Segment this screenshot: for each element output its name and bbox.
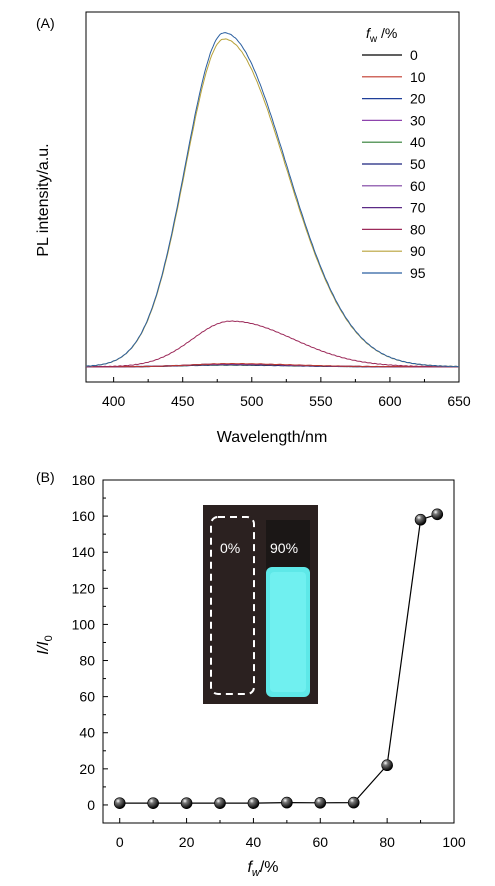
panel-a-x-ticks: 400 450 500 550 600 650	[102, 377, 471, 409]
panel-b-y-axis-label: I/I0	[35, 635, 55, 654]
legend-label-50: 50	[410, 156, 426, 172]
x-tick-label: 0	[116, 834, 124, 850]
data-point-80	[381, 759, 393, 772]
panel-b: (B) 0 20 40 60 80 100 0 20 40 60 80 100 120 140 160 180…	[35, 469, 466, 879]
y-tick-label: 160	[72, 508, 96, 524]
legend-label-20: 20	[410, 91, 426, 107]
vial-90-percent-glow-core	[270, 572, 306, 692]
data-point-10	[147, 797, 159, 809]
y-tick-label: 0	[87, 797, 95, 813]
data-point-95	[431, 508, 444, 521]
x-tick-label: 60	[312, 834, 328, 850]
panel-a-spectra	[85, 32, 460, 368]
panel-a-y-axis-label: PL intensity/a.u.	[35, 143, 52, 256]
legend-label-90: 90	[410, 243, 426, 259]
y-tick-label: 140	[72, 544, 96, 560]
panel-a: (A) 400 450 500 550 600 650 fw /% 0 10 20 30 40 50 6…	[35, 11, 471, 446]
vial-90-headspace	[266, 520, 310, 570]
data-point-30	[214, 797, 226, 809]
panel-a-label: (A)	[36, 15, 55, 31]
panel-a-legend: fw /% 0 10 20 30 40 50 60 70 80 90 95	[362, 25, 426, 281]
legend-label-60: 60	[410, 178, 426, 194]
data-point-50	[281, 796, 293, 809]
data-point-0	[113, 797, 126, 809]
data-point-60	[314, 796, 327, 809]
x-tick-label: 80	[379, 834, 395, 850]
x-tick-label: 40	[246, 834, 262, 850]
data-point-20	[180, 797, 193, 809]
y-tick-label: 20	[79, 761, 95, 777]
y-tick-label: 40	[79, 725, 95, 741]
x-tick-label: 500	[240, 393, 264, 409]
spectrum-line-95	[85, 32, 460, 368]
panel-b-x-axis-label: fw/%	[247, 859, 278, 879]
legend-label-95: 95	[410, 265, 426, 281]
legend-label-10: 10	[410, 69, 426, 85]
y-tick-label: 80	[79, 653, 95, 669]
x-tick-label: 600	[378, 393, 402, 409]
legend-label-80: 80	[410, 221, 426, 237]
legend-label-40: 40	[410, 134, 426, 150]
spectrum-line-10	[85, 362, 459, 368]
x-tick-label: 450	[171, 393, 195, 409]
panel-a-x-axis-label: Wavelength/nm	[217, 429, 328, 446]
legend-label-70: 70	[410, 200, 426, 216]
panel-b-data	[113, 508, 444, 809]
y-tick-label: 180	[72, 472, 96, 488]
legend-label-0: 0	[410, 47, 418, 63]
panel-b-ticks: 0 20 40 60 80 100 0 20 40 60 80 100 120 140 160 180	[72, 472, 466, 850]
panel-b-label: (B)	[36, 469, 55, 485]
inset-photo: 0% 90%	[203, 505, 318, 704]
y-tick-label: 60	[79, 689, 95, 705]
vial-90-percent-label: 90%	[270, 540, 298, 556]
x-tick-label: 100	[442, 834, 466, 850]
data-point-70	[347, 796, 360, 809]
data-point-90	[414, 513, 427, 526]
x-tick-label: 550	[309, 393, 333, 409]
panel-a-plot-frame	[85, 11, 460, 383]
panel-b-plot-frame	[102, 479, 455, 824]
spectrum-line-90	[85, 38, 460, 368]
vial-0-percent-outline	[210, 516, 255, 695]
y-tick-label: 100	[72, 616, 96, 632]
vial-0-percent-label: 0%	[220, 540, 240, 556]
x-tick-label: 400	[102, 393, 126, 409]
data-point-40	[247, 797, 260, 809]
x-tick-label: 20	[179, 834, 195, 850]
y-tick-label: 120	[72, 580, 96, 596]
legend-title: fw /%	[366, 25, 397, 45]
x-tick-label: 650	[447, 393, 471, 409]
spectrum-line-80	[85, 320, 460, 368]
legend-label-30: 30	[410, 112, 426, 128]
